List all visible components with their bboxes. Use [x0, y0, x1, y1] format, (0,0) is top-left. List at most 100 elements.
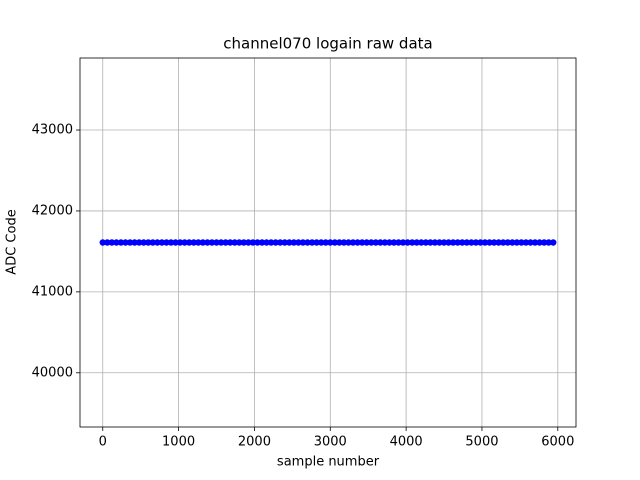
data-point: [399, 239, 407, 246]
data-point: [131, 239, 138, 246]
data-point: [336, 239, 343, 246]
data-point: [377, 239, 384, 246]
data-point: [186, 239, 193, 246]
data-point: [327, 239, 334, 246]
data-point: [281, 239, 288, 246]
data-point: [167, 239, 175, 246]
data-point: [427, 239, 434, 246]
data-point: [381, 239, 389, 246]
data-point: [472, 239, 480, 246]
x-tick-label: 6000: [541, 435, 574, 450]
data-point: [545, 239, 552, 246]
data-point: [267, 239, 275, 246]
data-point: [413, 239, 420, 246]
data-point: [449, 239, 457, 246]
data-point: [404, 239, 411, 246]
data-point: [181, 239, 188, 246]
data-point: [531, 239, 539, 246]
data-point: [258, 239, 266, 246]
x-tick-label: 3000: [314, 435, 347, 450]
data-point: [113, 239, 120, 246]
data-point: [222, 239, 229, 246]
data-point: [190, 239, 197, 246]
data-point: [518, 239, 525, 246]
data-point: [117, 239, 125, 246]
data-point: [199, 239, 207, 246]
data-point: [349, 239, 357, 246]
data-point: [308, 239, 316, 246]
x-tick-label: 0: [99, 435, 107, 450]
data-point: [254, 239, 261, 246]
chart-title: channel070 logain raw data: [223, 35, 432, 53]
data-point: [358, 239, 366, 246]
data-point: [172, 239, 179, 246]
data-point: [372, 239, 379, 246]
data-point: [536, 239, 543, 246]
plot-frame: [79, 57, 577, 428]
y-axis-label: ADC Code: [5, 209, 20, 274]
data-point: [390, 239, 398, 246]
data-point: [272, 239, 279, 246]
data-point: [422, 239, 430, 246]
x-tick-label: 2000: [238, 435, 271, 450]
data-point: [454, 239, 461, 246]
data-point: [208, 239, 216, 246]
data-point: [299, 239, 307, 246]
data-point: [463, 239, 470, 246]
data-point: [418, 239, 425, 246]
data-point: [236, 239, 243, 246]
data-point: [204, 239, 211, 246]
data-point: [249, 239, 257, 246]
data-point: [245, 239, 252, 246]
data-point: [354, 239, 361, 246]
data-point: [499, 239, 507, 246]
data-point: [490, 239, 498, 246]
data-point: [295, 239, 302, 246]
data-point: [158, 239, 166, 246]
data-point: [550, 239, 557, 246]
data-point: [226, 239, 234, 246]
data-point: [163, 239, 170, 246]
data-point: [459, 239, 466, 246]
data-point: [408, 239, 416, 246]
data-point: [527, 239, 534, 246]
data-point: [486, 239, 493, 246]
x-tick-label: 5000: [465, 435, 498, 450]
data-point: [477, 239, 484, 246]
y-tick-label: 43000: [32, 123, 73, 138]
data-point: [504, 239, 511, 246]
data-point: [231, 239, 238, 246]
data-point: [104, 239, 111, 246]
data-point: [313, 239, 320, 246]
data-point: [286, 239, 293, 246]
data-point: [345, 239, 352, 246]
data-point: [540, 239, 548, 246]
data-point: [317, 239, 325, 246]
data-point: [495, 239, 502, 246]
data-point: [149, 239, 157, 246]
data-point: [140, 239, 147, 246]
data-point: [368, 239, 375, 246]
data-point: [331, 239, 339, 246]
y-tick-label: 40000: [32, 365, 73, 380]
data-point: [440, 239, 448, 246]
data-point: [363, 239, 370, 246]
data-point: [99, 239, 106, 246]
data-point: [277, 239, 284, 246]
data-point: [290, 239, 298, 246]
data-point: [304, 239, 311, 246]
data-point: [468, 239, 475, 246]
data-point: [126, 239, 134, 246]
y-tick-label: 42000: [32, 203, 73, 218]
data-point: [145, 239, 152, 246]
y-tick-label: 41000: [32, 284, 73, 299]
data-point: [108, 239, 116, 246]
data-point: [431, 239, 439, 246]
x-tick-label: 4000: [390, 435, 423, 450]
data-point: [481, 239, 489, 246]
data-point: [509, 239, 516, 246]
data-point: [176, 239, 184, 246]
data-point: [322, 239, 329, 246]
